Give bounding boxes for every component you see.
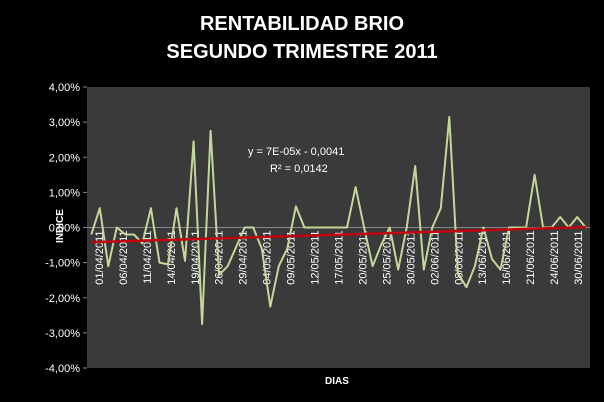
x-tick-label: 01/04/2011 bbox=[94, 231, 106, 285]
chart-title: RENTABILIDAD BRIO SEGUNDO TRIMESTRE 2011 bbox=[0, 10, 604, 66]
x-axis-label: DIAS bbox=[325, 376, 349, 387]
trendline bbox=[91, 225, 586, 244]
x-tick-label: 17/05/2011 bbox=[334, 231, 346, 285]
x-tick-label: 21/06/2011 bbox=[525, 231, 537, 285]
trendline-r-squared: R² = 0,0142 bbox=[270, 163, 328, 175]
chart-title-line2: SEGUNDO TRIMESTRE 2011 bbox=[166, 41, 438, 63]
x-tick-label: 09/05/2011 bbox=[286, 231, 298, 285]
y-axis-label: INDICE bbox=[55, 209, 66, 243]
y-tick-label: -2,00% bbox=[45, 293, 80, 305]
x-tick-label: 25/05/2011 bbox=[381, 231, 393, 285]
x-tick-label: 24/06/2011 bbox=[549, 231, 561, 285]
x-tick-label: 02/06/2011 bbox=[429, 231, 441, 285]
y-tick-label: -3,00% bbox=[45, 328, 80, 340]
y-tick-label: 1,00% bbox=[49, 187, 80, 199]
x-tick-label: 16/06/2011 bbox=[501, 231, 513, 285]
y-tick-label: 0,00% bbox=[49, 223, 80, 235]
chart-title-line1: RENTABILIDAD BRIO bbox=[199, 13, 405, 35]
y-tick-label: -1,00% bbox=[45, 258, 80, 270]
y-tick-label: 2,00% bbox=[49, 152, 80, 164]
x-tick-label: 30/05/2011 bbox=[405, 231, 417, 285]
x-tick-label: 30/06/2011 bbox=[573, 231, 585, 285]
x-tick-label: 14/04/2011 bbox=[166, 231, 178, 285]
trendline-equation: y = 7E-05x - 0,0041 bbox=[248, 146, 344, 158]
x-tick-label: 11/04/2011 bbox=[142, 231, 154, 284]
x-tick-label: 20/05/2011 bbox=[357, 231, 369, 285]
y-tick-label: 4,00% bbox=[49, 82, 80, 94]
x-tick-label: 12/05/2011 bbox=[310, 231, 322, 285]
y-tick-label: -4,00% bbox=[45, 363, 80, 375]
x-tick-label: 29/04/2011 bbox=[238, 231, 250, 285]
y-tick-label: 3,00% bbox=[49, 117, 80, 129]
x-tick-label: 06/04/2011 bbox=[118, 231, 130, 285]
